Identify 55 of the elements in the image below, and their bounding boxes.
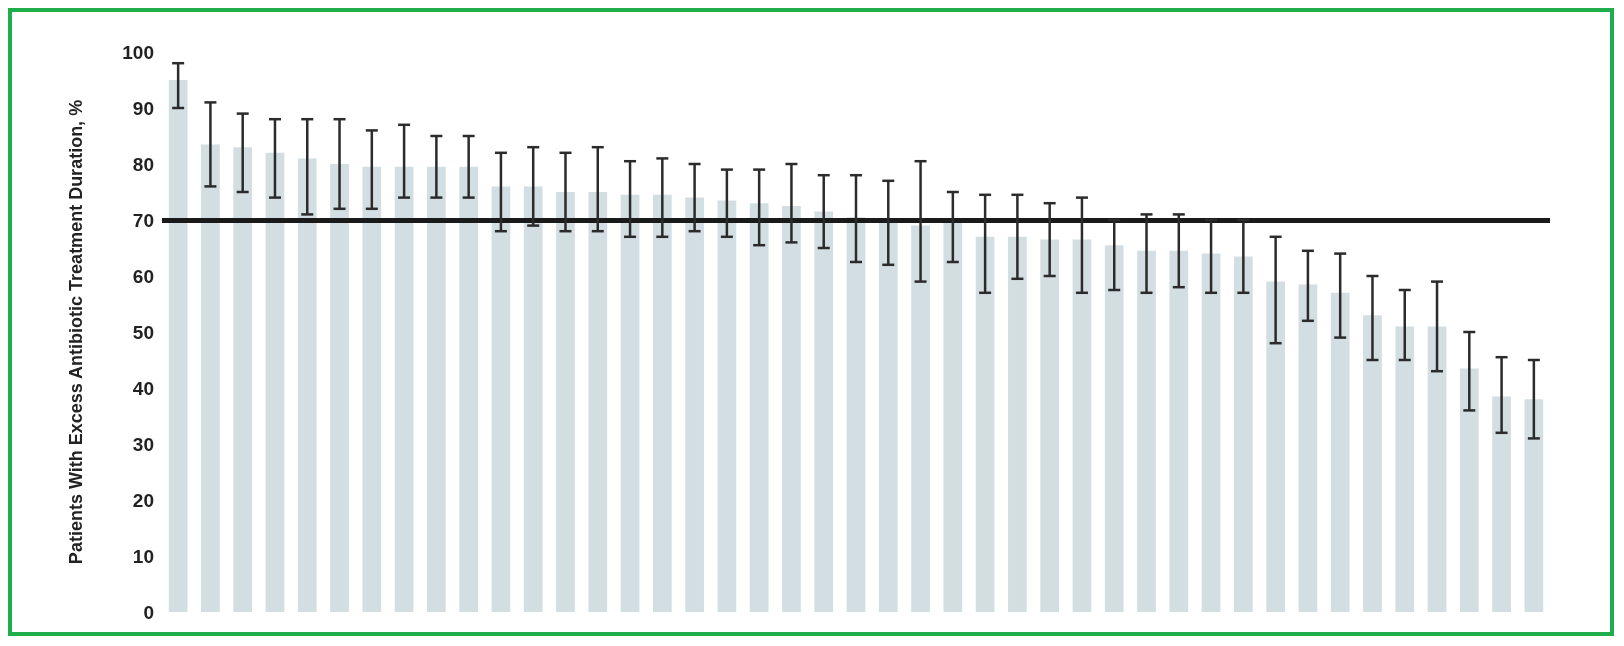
bar	[911, 225, 930, 612]
bar	[975, 236, 995, 612]
y-tick-label: 40	[132, 377, 154, 399]
bar	[362, 166, 382, 612]
bar	[1459, 368, 1479, 612]
bar	[1201, 253, 1221, 612]
y-axis-title: Patients With Excess Antibiotic Treatment Duration, %	[66, 99, 86, 565]
bar	[523, 186, 543, 612]
bar	[394, 166, 414, 612]
bar	[1169, 250, 1189, 612]
bar	[1137, 250, 1156, 612]
y-tick-label: 70	[132, 209, 154, 231]
bar	[1040, 239, 1060, 612]
bar	[814, 211, 834, 612]
bar	[685, 197, 704, 612]
bar	[459, 166, 479, 612]
y-tick-label: 80	[132, 153, 154, 175]
bar	[1427, 326, 1447, 612]
bar	[168, 80, 188, 612]
y-tick-label: 60	[132, 265, 154, 287]
bar	[588, 192, 608, 612]
y-tick-label: 0	[143, 601, 154, 623]
bar	[652, 194, 672, 612]
bar	[427, 166, 446, 612]
y-tick-label: 10	[132, 545, 154, 567]
bar	[1395, 326, 1415, 612]
bar	[782, 206, 801, 612]
bar	[1008, 236, 1027, 612]
bar	[717, 200, 737, 612]
y-tick-label: 30	[132, 433, 154, 455]
bar	[1233, 256, 1253, 612]
y-tick-label: 100	[122, 41, 154, 63]
bar	[620, 194, 640, 612]
bar	[1492, 396, 1511, 612]
y-tick-label: 20	[132, 489, 154, 511]
bar	[233, 147, 253, 612]
bar	[1524, 399, 1544, 612]
bar	[1298, 284, 1318, 612]
y-tick-label: 90	[132, 97, 154, 119]
bar	[556, 192, 575, 612]
bar	[1104, 245, 1124, 612]
bar	[1363, 315, 1382, 612]
bar	[943, 222, 963, 612]
bar	[749, 203, 769, 612]
bar	[201, 144, 220, 612]
bar	[878, 220, 898, 612]
bar	[846, 217, 866, 612]
bar	[1072, 239, 1092, 612]
bar	[330, 164, 349, 612]
bar	[265, 152, 285, 612]
bar	[1266, 281, 1285, 612]
y-tick-label: 50	[132, 321, 154, 343]
bar	[491, 186, 511, 612]
bar	[297, 158, 317, 612]
bar	[1330, 292, 1350, 612]
